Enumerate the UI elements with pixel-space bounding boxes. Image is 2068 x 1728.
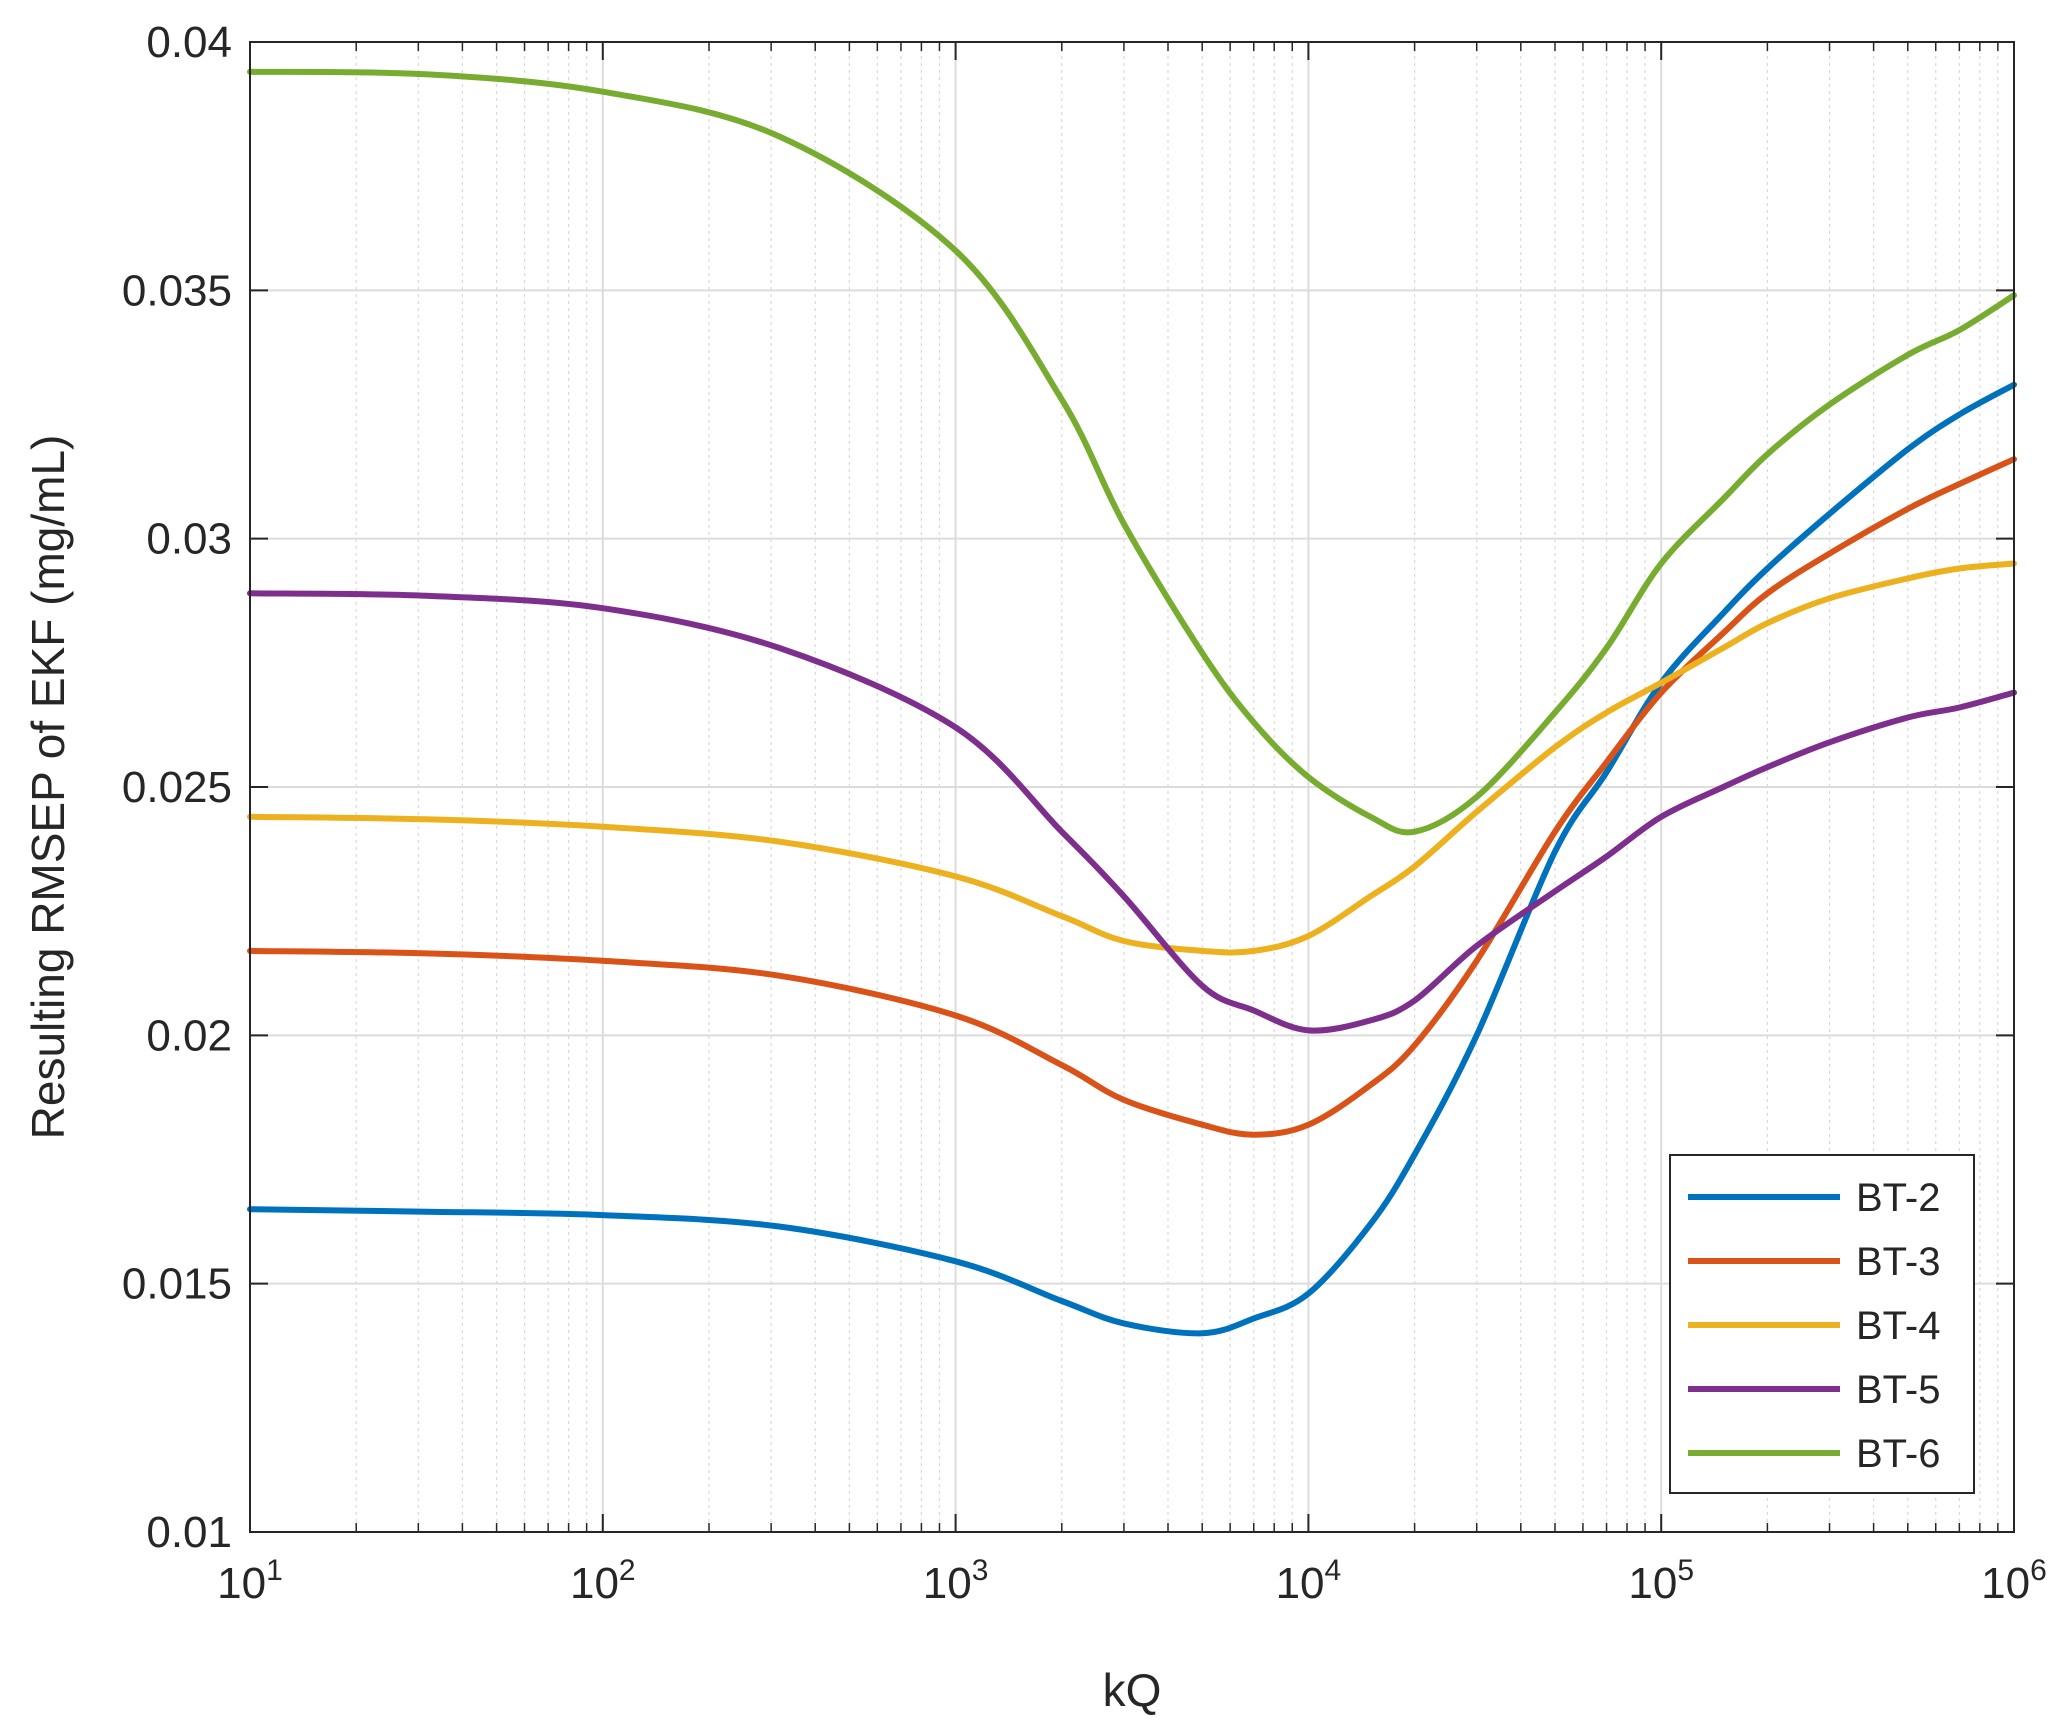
y-tick-labels: 0.01 0.015 0.02 0.025 0.03 0.035 0.04 (122, 18, 232, 1557)
series-line-bt-6 (247, 68, 2017, 836)
tick-marks (249, 41, 2015, 1533)
y-tick-label: 0.01 (146, 1508, 232, 1557)
x-tick-label-base: 10 (1628, 1559, 1677, 1608)
x-tick-label: 106 (1981, 1554, 2047, 1608)
x-tick-label-exponent: 6 (2030, 1554, 2047, 1587)
x-tick-label-exponent: 1 (266, 1554, 283, 1587)
x-tick-label-base: 10 (923, 1559, 972, 1608)
y-tick-label: 0.02 (146, 1011, 232, 1060)
legend-label-bt-4: BT-4 (1856, 1304, 1940, 1348)
x-tick-label-base: 10 (1981, 1559, 2030, 1608)
x-axis-label-main: kQ (1103, 1664, 1162, 1716)
x-tick-label: 104 (1276, 1554, 1342, 1608)
series-line-bt-3 (247, 456, 2017, 1138)
y-axis-label: Resulting RMSEP of EKF (mg/mL) (22, 435, 74, 1140)
x-tick-label-base: 10 (570, 1559, 619, 1608)
x-tick-label: 105 (1628, 1554, 1694, 1608)
x-axis-label: kQ (1103, 1664, 1162, 1716)
x-tick-label-exponent: 4 (1325, 1554, 1342, 1587)
y-tick-label: 0.03 (146, 515, 232, 564)
series-layer (247, 68, 2017, 1337)
x-tick-label: 101 (217, 1554, 283, 1608)
series-line-bt-2 (247, 381, 2017, 1337)
x-tick-label-exponent: 2 (619, 1554, 636, 1587)
series-line-bt-4 (247, 560, 2017, 956)
y-tick-label: 0.025 (122, 763, 232, 812)
legend-label-bt-5: BT-5 (1856, 1368, 1940, 1412)
legend: BT-2 BT-3 BT-4 BT-5 BT-6 (1669, 1154, 1975, 1494)
legend-label-bt-6: BT-6 (1856, 1432, 1940, 1476)
x-tick-label-exponent: 3 (972, 1554, 989, 1587)
y-tick-label: 0.04 (146, 18, 232, 67)
x-tick-label: 102 (570, 1554, 636, 1608)
x-tick-label-exponent: 5 (1677, 1554, 1694, 1587)
y-tick-label: 0.035 (122, 266, 232, 315)
legend-label-bt-3: BT-3 (1856, 1240, 1940, 1284)
y-tick-label: 0.015 (122, 1260, 232, 1309)
legend-label-bt-2: BT-2 (1856, 1176, 1940, 1220)
series-line-bt-5 (247, 590, 2017, 1034)
x-tick-label-base: 10 (217, 1559, 266, 1608)
x-tick-labels: 101 102 103 104 105 106 (217, 1554, 2047, 1608)
x-tick-label-base: 10 (1276, 1559, 1325, 1608)
x-tick-label: 103 (923, 1554, 989, 1608)
